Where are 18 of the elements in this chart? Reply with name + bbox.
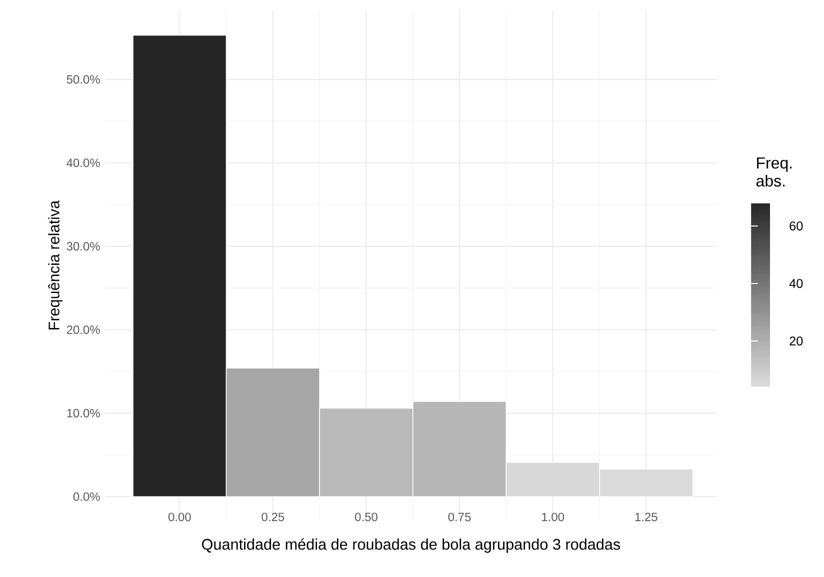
x-axis-title: Quantidade média de roubadas de bola agrupando 3 rodadas — [202, 538, 620, 553]
x-tick-label: 0.75 — [448, 512, 471, 522]
y-tick-label: 20.0% — [66, 325, 100, 334]
y-axis-title: Frequência relativa — [48, 200, 62, 330]
x-tick-label: 0.50 — [355, 512, 378, 522]
color-bar-label: 60 — [790, 222, 803, 230]
color-bar-title: Freq. abs. — [756, 157, 792, 187]
color-bar-label: 20 — [790, 336, 803, 346]
x-tick-label: 1.25 — [635, 512, 658, 522]
color-bar-label: 40 — [789, 279, 803, 288]
y-tick-label: 10.0% — [67, 408, 100, 418]
x-tick-label: 1.00 — [542, 512, 564, 522]
y-tick-label: 50.0% — [66, 75, 100, 84]
x-tick-label: 0.25 — [262, 512, 284, 522]
y-tick-label: 40.0% — [66, 158, 100, 168]
y-tick-label: 30.0% — [66, 242, 100, 251]
x-tick-label: 0.00 — [168, 512, 191, 522]
y-tick-label: 0.0% — [73, 492, 100, 501]
